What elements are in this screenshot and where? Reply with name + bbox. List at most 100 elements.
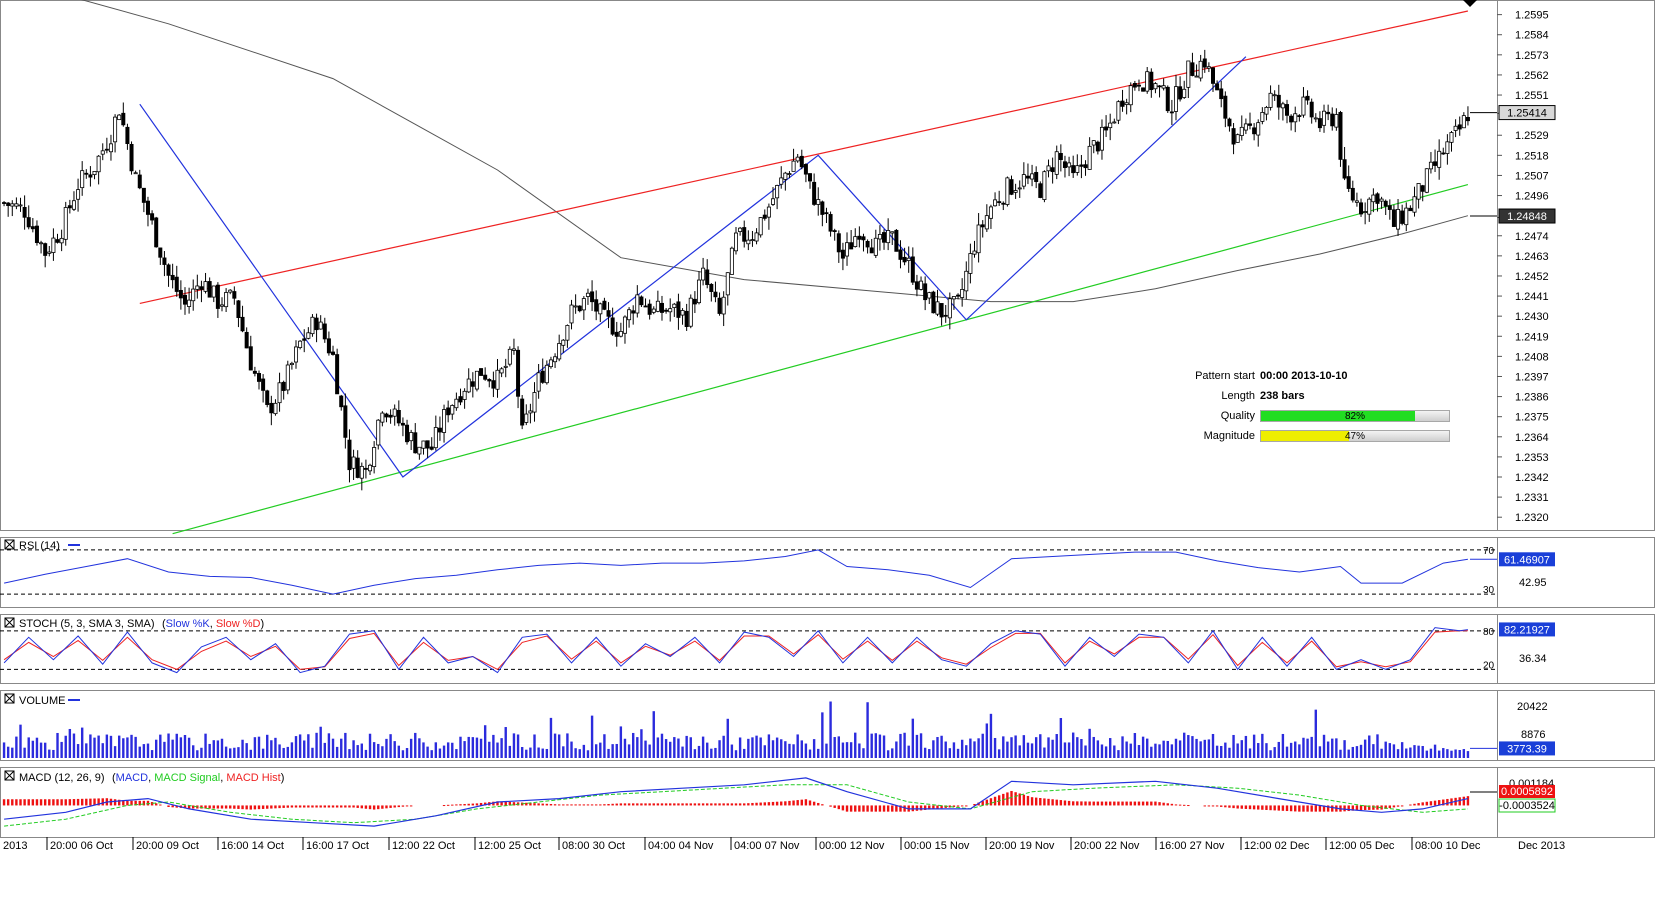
volume-bar xyxy=(249,749,252,758)
price-tick-label: 1.2595 xyxy=(1515,10,1549,22)
bear-candle xyxy=(1276,94,1281,108)
macd-hist-bar xyxy=(229,805,232,809)
macd-hist-bar xyxy=(767,802,771,806)
bull-candle xyxy=(294,346,299,363)
macd-hist-bar xyxy=(512,802,516,806)
price-tick-label: 1.2342 xyxy=(1515,472,1549,484)
stoch-level-label: 80 xyxy=(1483,627,1495,638)
volume-bar xyxy=(155,739,158,758)
bear-candle xyxy=(540,370,545,383)
macd-hist-bar xyxy=(72,799,76,806)
volume-bar xyxy=(208,743,211,758)
bear-candle xyxy=(1058,153,1063,160)
bull-candle xyxy=(927,292,932,299)
bear-candle xyxy=(257,373,262,382)
volume-bar xyxy=(1335,738,1338,758)
macd-hist-bar xyxy=(212,805,215,809)
bear-candle xyxy=(232,291,237,299)
bear-candle xyxy=(1132,82,1137,88)
bear-candle xyxy=(1408,207,1413,212)
volume-bar xyxy=(1437,750,1441,758)
bull-candle xyxy=(1404,207,1409,226)
macd-hist-bar xyxy=(1462,796,1466,806)
volume-bar xyxy=(722,735,725,758)
volume-bar xyxy=(710,748,713,758)
macd-hist-bar xyxy=(1211,805,1215,807)
macd-hist-bar xyxy=(155,803,158,806)
volume-bar xyxy=(1166,740,1169,758)
bear-candle xyxy=(1071,165,1076,174)
bear-candle xyxy=(137,174,142,189)
price-tick-label: 1.2551 xyxy=(1515,90,1549,102)
macd-hist-bar xyxy=(1310,805,1313,812)
volume-bar xyxy=(693,749,697,758)
macd-hist-bar xyxy=(1392,805,1396,808)
macd-hist-bar xyxy=(948,805,952,808)
macd-hist-bar xyxy=(97,798,100,806)
stoch-legend-part: , xyxy=(210,618,216,630)
volume-bar xyxy=(294,736,298,758)
bull-candle xyxy=(1161,85,1166,89)
macd-hist-bar xyxy=(1104,801,1108,806)
bear-candle xyxy=(676,301,681,318)
volume-bar xyxy=(504,727,507,758)
bull-candle xyxy=(668,308,673,313)
macd-hist-bar xyxy=(1289,805,1293,812)
bear-candle xyxy=(22,207,27,218)
volume-bar xyxy=(545,748,549,758)
macd-hist-bar xyxy=(19,799,22,806)
bear-candle xyxy=(799,155,804,168)
volume-bar xyxy=(1265,743,1268,758)
volume-bar xyxy=(261,748,265,758)
volume-bar xyxy=(89,734,92,758)
volume-bar xyxy=(266,734,269,758)
bull-candle xyxy=(877,233,882,240)
bear-candle xyxy=(170,274,175,281)
macd-hist-bar xyxy=(282,805,285,808)
bear-candle xyxy=(1375,193,1380,204)
macd-hist-bar xyxy=(1170,803,1174,806)
volume-bar xyxy=(1261,733,1264,758)
stoch-panel-title: STOCH (5, 3, SMA 3, SMA) xyxy=(19,618,155,630)
bull-candle xyxy=(1313,117,1318,120)
bull-candle xyxy=(680,310,685,316)
macd-value1-label: 0.0005892 xyxy=(1501,786,1553,798)
macd-hist-bar xyxy=(500,801,503,806)
bear-candle xyxy=(659,302,664,313)
macd-legend: (MACD, MACD Signal, MACD Hist) xyxy=(112,772,284,784)
macd-hist-bar xyxy=(446,804,450,806)
time-tick-label: 12:00 25 Oct xyxy=(478,840,541,852)
volume-bar xyxy=(117,735,121,758)
macd-hist-bar xyxy=(1096,801,1100,806)
time-tick-label: 20:00 09 Oct xyxy=(136,840,199,852)
volume-bar xyxy=(1228,747,1231,758)
volume-bar xyxy=(1429,748,1433,758)
volume-bar xyxy=(594,744,598,758)
macd-hist-bar xyxy=(1117,801,1120,806)
macd-hist-bar xyxy=(1187,805,1190,807)
volume-bar xyxy=(1207,739,1211,758)
bear-candle xyxy=(1095,141,1100,152)
length-row: Length 238 bars xyxy=(1150,388,1450,404)
volume-bar xyxy=(677,738,680,758)
macd-hist-bar xyxy=(1063,800,1067,806)
volume-bar xyxy=(352,740,355,758)
bear-candle xyxy=(1001,202,1006,205)
volume-bar xyxy=(775,737,779,758)
bear-candle xyxy=(610,317,615,335)
volume-bar xyxy=(1220,745,1223,758)
volume-bar xyxy=(804,743,808,758)
bull-candle xyxy=(935,301,940,315)
volume-bar xyxy=(1326,741,1330,758)
volume-bar xyxy=(422,742,425,758)
macd-hist-bar xyxy=(492,801,495,806)
bear-candle xyxy=(1252,127,1257,135)
volume-bar xyxy=(150,750,154,758)
volume-bar xyxy=(1084,745,1087,758)
stoch-legend-part: Slow %D xyxy=(216,618,261,630)
bull-candle xyxy=(495,369,500,390)
volume-bar xyxy=(253,737,257,758)
indicator-panels: 703042.9561.46907802036.3482.21927(Slow … xyxy=(0,539,1556,827)
bear-candle xyxy=(347,439,352,471)
bear-candle xyxy=(470,381,475,387)
